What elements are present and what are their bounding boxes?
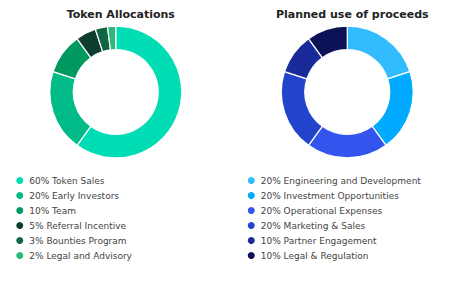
svg-text:Token Allocations: Token Allocations bbox=[67, 8, 176, 21]
svg-text:10% Legal & Regulation: 10% Legal & Regulation bbox=[261, 251, 369, 261]
svg-text:20% Engineering and Developmen: 20% Engineering and Development bbox=[261, 176, 422, 186]
svg-text:60% Token Sales: 60% Token Sales bbox=[29, 176, 105, 186]
svg-text:20% Operational Expenses: 20% Operational Expenses bbox=[261, 206, 383, 216]
svg-text:20% Marketing & Sales: 20% Marketing & Sales bbox=[261, 221, 366, 231]
svg-text:20% Early Investors: 20% Early Investors bbox=[29, 191, 119, 201]
svg-text:2% Legal and Advisory: 2% Legal and Advisory bbox=[29, 251, 132, 261]
svg-text:Planned use of proceeds: Planned use of proceeds bbox=[276, 8, 429, 21]
svg-text:10% Team: 10% Team bbox=[29, 206, 76, 216]
svg-text:3% Bounties Program: 3% Bounties Program bbox=[29, 236, 126, 246]
svg-text:20% Investment Opportunities: 20% Investment Opportunities bbox=[261, 191, 399, 201]
svg-text:5% Referral Incentive: 5% Referral Incentive bbox=[29, 221, 126, 231]
svg-text:10% Partner Engagement: 10% Partner Engagement bbox=[261, 236, 377, 246]
